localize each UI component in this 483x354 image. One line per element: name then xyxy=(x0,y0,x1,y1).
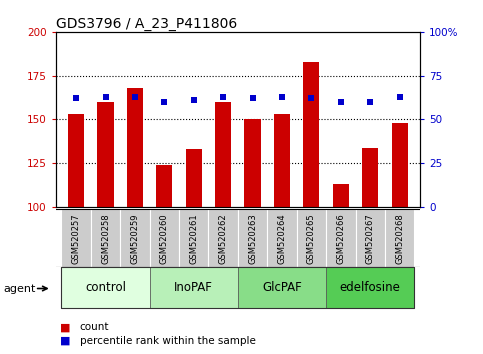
Text: InoPAF: InoPAF xyxy=(174,281,213,294)
Point xyxy=(337,99,345,105)
Bar xyxy=(326,209,355,267)
Bar xyxy=(385,209,414,267)
Text: GSM520262: GSM520262 xyxy=(219,213,227,264)
Text: ■: ■ xyxy=(60,336,71,346)
Point xyxy=(308,96,315,101)
Bar xyxy=(98,102,114,207)
Bar xyxy=(68,114,84,207)
Bar xyxy=(209,209,238,267)
Bar xyxy=(156,165,172,207)
Bar xyxy=(238,209,267,267)
Bar xyxy=(179,209,209,267)
Text: GSM520257: GSM520257 xyxy=(71,213,81,264)
Text: GSM520266: GSM520266 xyxy=(336,213,345,264)
Bar xyxy=(392,123,408,207)
Text: count: count xyxy=(80,322,109,332)
Point xyxy=(396,94,403,99)
Text: agent: agent xyxy=(3,284,36,293)
Text: GSM520260: GSM520260 xyxy=(160,213,169,264)
Text: ■: ■ xyxy=(60,322,71,332)
Text: GSM520267: GSM520267 xyxy=(366,213,375,264)
Bar xyxy=(297,209,326,267)
Point xyxy=(190,97,198,103)
Text: GSM520265: GSM520265 xyxy=(307,213,316,264)
Text: edelfosine: edelfosine xyxy=(340,281,401,294)
Bar xyxy=(150,209,179,267)
Bar xyxy=(120,209,150,267)
Text: GSM520268: GSM520268 xyxy=(395,213,404,264)
Text: control: control xyxy=(85,281,126,294)
Text: GSM520264: GSM520264 xyxy=(278,213,286,264)
Text: GlcPAF: GlcPAF xyxy=(262,281,302,294)
Text: GSM520258: GSM520258 xyxy=(101,213,110,264)
Point xyxy=(366,99,374,105)
Point xyxy=(160,99,168,105)
Bar xyxy=(355,209,385,267)
Text: GSM520259: GSM520259 xyxy=(130,213,140,264)
Point xyxy=(249,96,256,101)
Bar xyxy=(61,209,91,267)
Point xyxy=(72,96,80,101)
Text: GDS3796 / A_23_P411806: GDS3796 / A_23_P411806 xyxy=(56,17,237,31)
Point xyxy=(131,94,139,99)
Bar xyxy=(91,209,120,267)
Text: percentile rank within the sample: percentile rank within the sample xyxy=(80,336,256,346)
Bar xyxy=(274,114,290,207)
Point xyxy=(219,94,227,99)
Bar xyxy=(267,209,297,267)
Bar xyxy=(150,267,238,308)
Bar xyxy=(238,267,326,308)
Text: GSM520263: GSM520263 xyxy=(248,213,257,264)
Bar xyxy=(333,184,349,207)
Bar xyxy=(127,88,143,207)
Bar xyxy=(185,149,202,207)
Bar xyxy=(244,120,261,207)
Bar xyxy=(326,267,414,308)
Bar xyxy=(362,148,378,207)
Text: GSM520261: GSM520261 xyxy=(189,213,198,264)
Point xyxy=(278,94,286,99)
Bar xyxy=(215,102,231,207)
Bar xyxy=(61,267,150,308)
Bar xyxy=(303,62,319,207)
Point xyxy=(102,94,110,99)
